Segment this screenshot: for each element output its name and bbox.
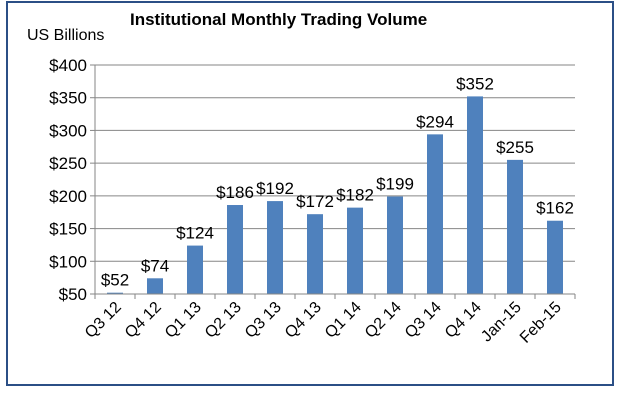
y-tick-label: $200 xyxy=(49,187,87,206)
bar xyxy=(147,278,163,294)
bar xyxy=(187,245,203,294)
x-tick-label: Q1 13 xyxy=(162,299,205,342)
x-tick-label: Q4 14 xyxy=(442,299,485,342)
data-label: $52 xyxy=(101,271,129,290)
y-tick-label: $350 xyxy=(49,89,87,108)
bar xyxy=(107,292,123,294)
x-tick-label: Q1 14 xyxy=(322,299,365,342)
y-tick-label: $150 xyxy=(49,220,87,239)
axes xyxy=(94,65,576,299)
bar xyxy=(307,214,323,294)
y-tick-label: $250 xyxy=(49,154,87,173)
data-label: $124 xyxy=(176,224,214,243)
y-tick-label: $400 xyxy=(49,56,87,75)
bar xyxy=(467,96,483,294)
y-tick-label: $100 xyxy=(49,252,87,271)
data-label: $172 xyxy=(296,192,334,211)
x-tick-label: Q3 12 xyxy=(82,299,125,342)
bar xyxy=(427,134,443,294)
data-label: $294 xyxy=(416,112,454,131)
data-label: $199 xyxy=(376,175,414,194)
x-tick-label: Q2 14 xyxy=(362,299,405,342)
bar xyxy=(507,159,523,294)
data-label: $352 xyxy=(456,74,494,93)
bars xyxy=(107,96,563,294)
y-tick-label: $50 xyxy=(59,285,87,304)
data-label: $74 xyxy=(141,256,169,275)
data-labels: $52 $74 $124 $186 $192$172 $182$199 $294$352 $2… xyxy=(101,74,574,289)
x-tick-label: Q4 13 xyxy=(282,299,325,342)
bar xyxy=(267,201,283,294)
x-tick-label: Q4 12 xyxy=(122,299,165,342)
x-tick-label: Feb-15 xyxy=(517,299,565,347)
x-tick-label: Q3 13 xyxy=(242,299,285,342)
bar xyxy=(227,205,243,294)
x-tick-label: Q2 13 xyxy=(202,299,245,342)
data-label: $255 xyxy=(496,138,534,157)
data-label: $186 xyxy=(216,183,254,202)
bar xyxy=(387,196,403,294)
x-tick-label: Q3 14 xyxy=(402,299,445,342)
data-label: $192 xyxy=(256,179,294,198)
data-label: $182 xyxy=(336,186,374,205)
y-axis-unit-label: US Billions xyxy=(27,27,104,44)
x-tick-label: Jan-15 xyxy=(478,299,525,346)
y-tick-labels: $50 $100 $150 $200 $250 $300 $350 $400 xyxy=(49,56,87,304)
data-label: $162 xyxy=(536,199,574,218)
grid xyxy=(90,64,575,295)
bar xyxy=(547,220,563,294)
bar xyxy=(347,207,363,294)
chart-title: Institutional Monthly Trading Volume xyxy=(130,10,427,29)
y-tick-label: $300 xyxy=(49,121,87,140)
